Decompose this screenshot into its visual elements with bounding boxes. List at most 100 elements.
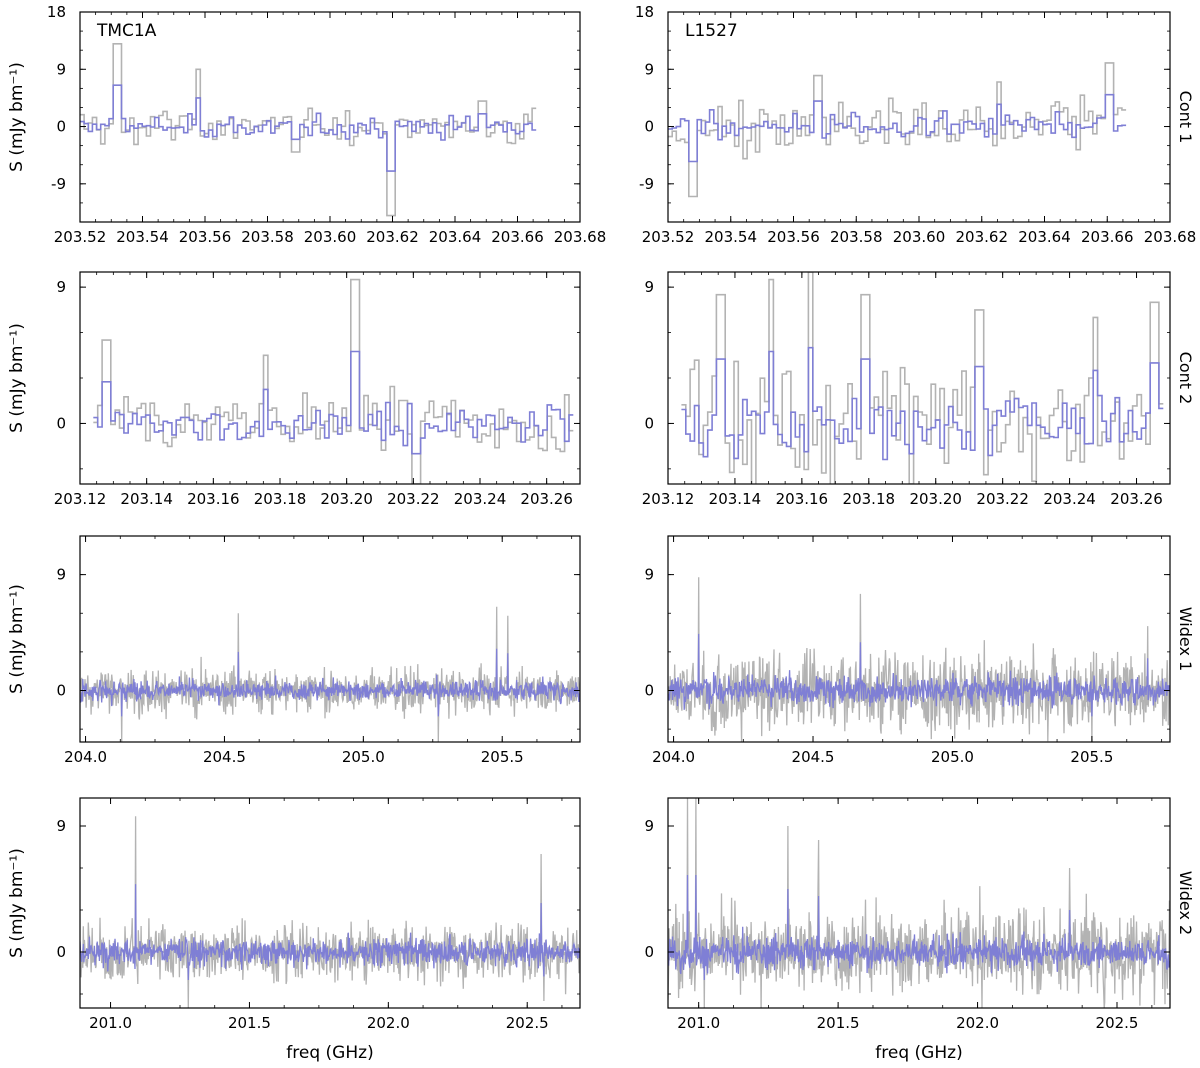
x-tick-label: 202.5	[506, 1014, 549, 1032]
x-tick-label: 203.22	[387, 490, 440, 508]
row-label: Widex 2	[1176, 871, 1195, 935]
x-tick-label: 203.52	[54, 228, 107, 246]
plot-frame	[667, 535, 1171, 743]
x-tick-label: 203.60	[893, 228, 946, 246]
panel-tmc1a-widex-1: 204.0 204.5 205.0 205.5 9 0 S (mJy bm⁻¹)	[7, 535, 581, 766]
series-group	[668, 577, 1170, 742]
x-tick-label: 203.26	[1110, 490, 1163, 508]
x-tick-label: 203.52	[642, 228, 695, 246]
panel-tmc1a-cont-2: 203.12 203.14 203.16 203.18 203.20 203.22 203.…	[7, 271, 581, 508]
plot-frame	[79, 535, 581, 743]
x-tick-label: 204.0	[64, 748, 107, 766]
panel-l1527-cont-2: 203.12 203.14 203.16 203.18 203.20 203.22 203.…	[642, 271, 1195, 508]
x-tick-label: 203.56	[179, 228, 232, 246]
series-line-gray	[80, 606, 580, 742]
plot-frame	[79, 797, 581, 1009]
y-tick-label: 9	[56, 566, 66, 584]
y-tick-label: 9	[644, 817, 654, 835]
x-axis-label: freq (GHz)	[875, 1043, 962, 1063]
y-tick-label: 9	[56, 817, 66, 835]
y-tick-label: 9	[644, 60, 654, 78]
panel-tmc1a-widex-2: 201.0 201.5 202.0 202.5 9 0 S (mJy bm⁻¹) freq (…	[7, 797, 581, 1063]
x-axis-label: freq (GHz)	[286, 1043, 373, 1063]
x-tick-label: 203.24	[1043, 490, 1096, 508]
y-tick-label: 9	[644, 566, 654, 584]
x-tick-label: 204.5	[203, 748, 246, 766]
x-tick-label: 203.58	[241, 228, 294, 246]
x-tick-label: 203.62	[956, 228, 1009, 246]
x-tick-label: 203.64	[1018, 228, 1071, 246]
series-group	[93, 278, 574, 484]
series-group	[80, 606, 580, 742]
x-tick-label: 203.64	[429, 228, 482, 246]
x-tick-label: 203.12	[642, 490, 695, 508]
y-tick-label: 9	[644, 278, 654, 296]
x-tick-label: 203.20	[320, 490, 373, 508]
row-label: Cont 2	[1176, 352, 1195, 405]
x-tick-label: 203.20	[909, 490, 962, 508]
series-line-gray	[681, 272, 1164, 484]
y-tick-label: 0	[56, 682, 66, 700]
x-tick-label: 203.14	[120, 490, 173, 508]
x-tick-label: 201.0	[89, 1014, 132, 1032]
x-tick-label: 203.60	[304, 228, 357, 246]
y-tick-label: 18	[635, 3, 654, 21]
x-tick-label: 202.0	[367, 1014, 410, 1032]
x-tick-label: 203.54	[116, 228, 169, 246]
panel-tmc1a-cont-1: 203.52 203.54 203.56 203.58 203.60 203.62 203.…	[7, 3, 606, 246]
x-tick-label: 203.24	[454, 490, 507, 508]
y-tick-label: 0	[644, 118, 654, 136]
y-tick-label: -9	[639, 175, 654, 193]
series-line-gray	[80, 816, 580, 1008]
y-tick-label: 0	[644, 414, 654, 432]
y-axis-label: S (mJy bm⁻¹)	[7, 323, 27, 433]
x-tick-label: 205.5	[1070, 748, 1113, 766]
x-tick-label: 205.0	[931, 748, 974, 766]
y-tick-label: -9	[51, 175, 66, 193]
source-label: L1527	[685, 21, 738, 41]
x-tick-label: 201.0	[677, 1014, 720, 1032]
series-line-gray	[93, 278, 574, 484]
series-line-blue	[668, 93, 1127, 163]
series-line-blue	[668, 633, 1170, 717]
y-tick-label: 0	[644, 943, 654, 961]
x-tick-label: 203.26	[520, 490, 573, 508]
x-tick-label: 203.62	[366, 228, 419, 246]
panel-l1527-widex-2: 201.0 201.5 202.0 202.5 9 0 Widex 2 freq (GHz)	[644, 797, 1195, 1063]
plot-frame	[667, 797, 1171, 1009]
y-tick-label: 0	[56, 118, 66, 136]
series-line-gray	[668, 62, 1127, 198]
x-tick-label: 203.18	[843, 490, 896, 508]
x-tick-label: 202.5	[1096, 1014, 1139, 1032]
series-group	[80, 816, 580, 1008]
series-line-blue	[80, 84, 537, 172]
y-tick-label: 0	[56, 943, 66, 961]
series-line-blue	[80, 648, 580, 717]
series-line-gray	[668, 577, 1170, 742]
x-tick-label: 201.5	[228, 1014, 271, 1032]
series-group	[681, 272, 1164, 484]
x-tick-label: 203.68	[1144, 228, 1197, 246]
x-tick-label: 203.66	[491, 228, 544, 246]
series-group	[80, 43, 537, 217]
x-tick-label: 203.12	[54, 490, 107, 508]
row-label: Cont 1	[1176, 91, 1195, 144]
x-tick-label: 203.14	[709, 490, 762, 508]
x-tick-label: 202.0	[956, 1014, 999, 1032]
y-axis-label: S (mJy bm⁻¹)	[7, 848, 27, 958]
y-tick-label: 9	[56, 278, 66, 296]
series-line-blue	[668, 874, 1170, 981]
x-tick-label: 205.0	[342, 748, 385, 766]
x-tick-label: 204.5	[792, 748, 835, 766]
x-tick-label: 203.68	[554, 228, 607, 246]
row-label: Widex 1	[1176, 607, 1195, 671]
y-tick-label: 18	[47, 3, 66, 21]
series-group	[668, 798, 1170, 1008]
y-tick-label: 0	[644, 682, 654, 700]
x-tick-label: 203.22	[976, 490, 1029, 508]
x-tick-label: 205.5	[481, 748, 524, 766]
x-tick-label: 201.5	[817, 1014, 860, 1032]
panel-l1527-widex-1: 204.0 204.5 205.0 205.5 9 0 Widex 1	[644, 535, 1195, 766]
plot-frame	[79, 271, 581, 485]
